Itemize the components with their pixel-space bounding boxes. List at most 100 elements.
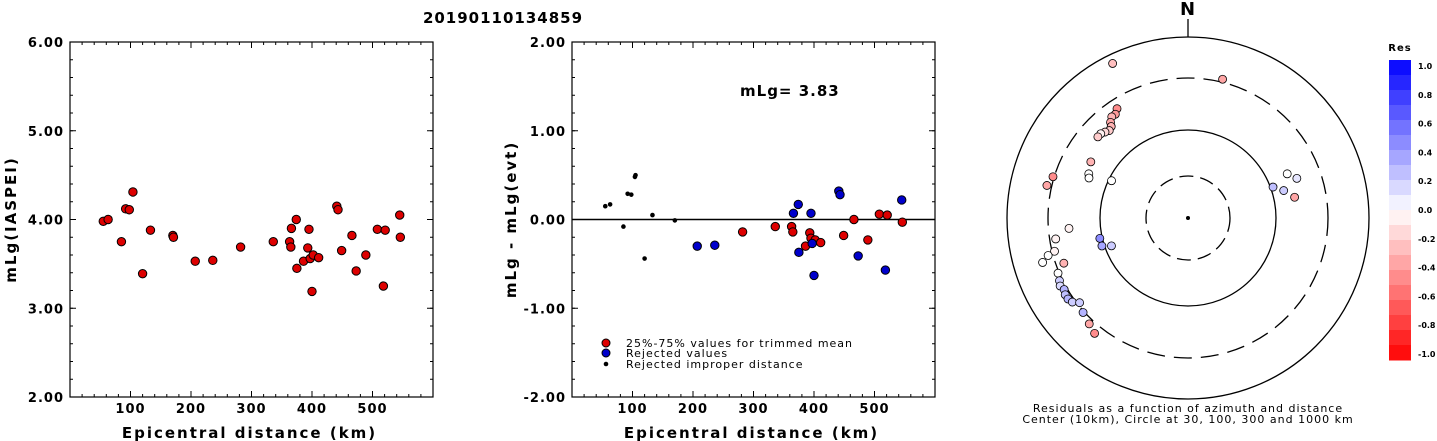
- improper-distance-point: [621, 224, 626, 229]
- improper-distance-point: [642, 256, 647, 261]
- colorbar-segment: [1389, 60, 1411, 76]
- trimmed-mean-point: [815, 237, 826, 248]
- data-point: [303, 243, 313, 253]
- colorbar-tick-label: -0.2: [1418, 235, 1436, 244]
- y-tick-label: 6.00: [28, 36, 64, 51]
- colorbar-segment: [1389, 345, 1411, 361]
- north-label: N: [1180, 0, 1196, 20]
- colorbar-segment: [1389, 240, 1411, 256]
- data-point: [380, 225, 390, 235]
- colorbar-segment: [1389, 165, 1411, 181]
- legend-entry: Rejected improper distance: [626, 358, 804, 371]
- colorbar-tick-label: 0.8: [1418, 91, 1433, 100]
- data-point: [347, 230, 357, 241]
- legend-entry: Rejected values: [626, 347, 728, 360]
- improper-distance-point: [672, 218, 678, 223]
- plot-frame: [69, 41, 434, 398]
- station-point: [1095, 233, 1105, 243]
- data-point: [286, 223, 297, 234]
- data-point: [395, 232, 406, 242]
- data-point: [286, 242, 296, 252]
- trimmed-mean-point: [863, 235, 873, 245]
- data-point: [313, 252, 324, 263]
- station-point: [1090, 328, 1099, 338]
- colorbar-segment: [1389, 255, 1411, 271]
- trimmed-mean-point: [849, 214, 859, 225]
- colorbar-tick-label: -0.4: [1418, 264, 1436, 273]
- colorbar-tick-label: 0.6: [1418, 120, 1433, 129]
- x-tick-label: 400: [799, 402, 829, 417]
- trimmed-mean-point: [737, 227, 748, 237]
- data-point: [235, 242, 246, 252]
- data-point: [268, 236, 278, 247]
- station-point: [1067, 297, 1077, 307]
- improper-distance-point: [633, 172, 638, 178]
- rejected-point: [807, 238, 817, 249]
- figure-title: 20190110134859: [423, 9, 583, 27]
- data-point: [168, 232, 179, 242]
- improper-distance-point: [602, 203, 608, 209]
- colorbar-tick-label: 0.0: [1418, 206, 1433, 215]
- data-point: [372, 224, 383, 234]
- rejected-point: [880, 265, 891, 275]
- colorbar-segment: [1389, 105, 1411, 121]
- y-axis-label: mLg - mLg(evt): [502, 141, 520, 298]
- center-dot: [1186, 216, 1190, 220]
- data-point: [395, 210, 405, 220]
- data-point: [333, 205, 343, 215]
- colorbar-segment: [1389, 180, 1411, 196]
- station-point: [1093, 132, 1103, 142]
- colorbar-segment: [1389, 285, 1411, 301]
- y-tick-label: -2.00: [524, 391, 566, 406]
- trimmed-mean-point: [838, 230, 849, 241]
- x-tick-label: 200: [176, 402, 206, 417]
- mlg-annotation: mLg= 3.83: [740, 82, 840, 100]
- trimmed-mean-point: [788, 227, 798, 237]
- y-tick-label: 2.00: [530, 36, 566, 51]
- station-point: [1048, 172, 1058, 182]
- rejected-point: [710, 240, 720, 250]
- left-scatter-panel: 100 200 300 400 500 2.00 3.00 4.00 5.00 6.00 Epice…: [2, 36, 434, 441]
- rejected-point: [835, 189, 845, 200]
- improper-distance-point: [628, 192, 634, 197]
- station-point: [1042, 181, 1052, 190]
- station-point: [1053, 268, 1063, 278]
- improper-distance-point: [607, 202, 613, 207]
- colorbar-segment: [1389, 90, 1411, 106]
- colorbar-segment: [1389, 330, 1411, 346]
- data-point: [351, 266, 361, 276]
- data-point: [208, 255, 218, 266]
- x-tick-label: 300: [236, 402, 266, 417]
- colorbar-segment: [1389, 210, 1411, 226]
- ring-30km: [1145, 175, 1231, 261]
- colorbar-segment: [1389, 315, 1411, 331]
- rejected-point: [853, 251, 863, 261]
- polar-caption-line1: Residuals as a function of azimuth and d…: [1033, 402, 1343, 415]
- colorbar-segment: [1389, 225, 1411, 241]
- station-point: [1075, 298, 1085, 308]
- x-tick-label: 300: [738, 402, 768, 417]
- legend-marker-improper: [603, 361, 609, 367]
- colorbar-segment: [1389, 120, 1411, 136]
- y-tick-label: -1.00: [524, 302, 566, 317]
- colorbar-tick-label: -0.8: [1418, 321, 1436, 330]
- x-tick-label: 500: [859, 402, 889, 417]
- colorbar-segment: [1389, 270, 1411, 286]
- station-point: [1268, 182, 1278, 192]
- ring-300km: [1047, 77, 1329, 359]
- x-tick-label: 200: [678, 402, 708, 417]
- data-point: [128, 187, 138, 197]
- station-point: [1059, 258, 1069, 268]
- legend-marker-trimmed: [601, 338, 611, 348]
- rejected-point: [806, 208, 816, 218]
- station-point: [1108, 59, 1118, 68]
- data-point: [307, 286, 317, 297]
- legend-entry: 25%-75% values for trimmed mean: [626, 337, 853, 350]
- colorbar-title: Res: [1388, 43, 1411, 54]
- x-axis-label: Epicentral distance (km): [122, 424, 377, 441]
- x-tick-label: 500: [357, 402, 387, 417]
- residual-colorbar: Res 1.0 0.8 0.6 0.4 0.2 0.0 -0.2 -0.4 -0.6 -0.8 -1.…: [1388, 43, 1436, 361]
- y-axis-label: mLg(IASPEI): [2, 156, 20, 282]
- station-point: [1097, 241, 1107, 251]
- station-point: [1084, 319, 1094, 329]
